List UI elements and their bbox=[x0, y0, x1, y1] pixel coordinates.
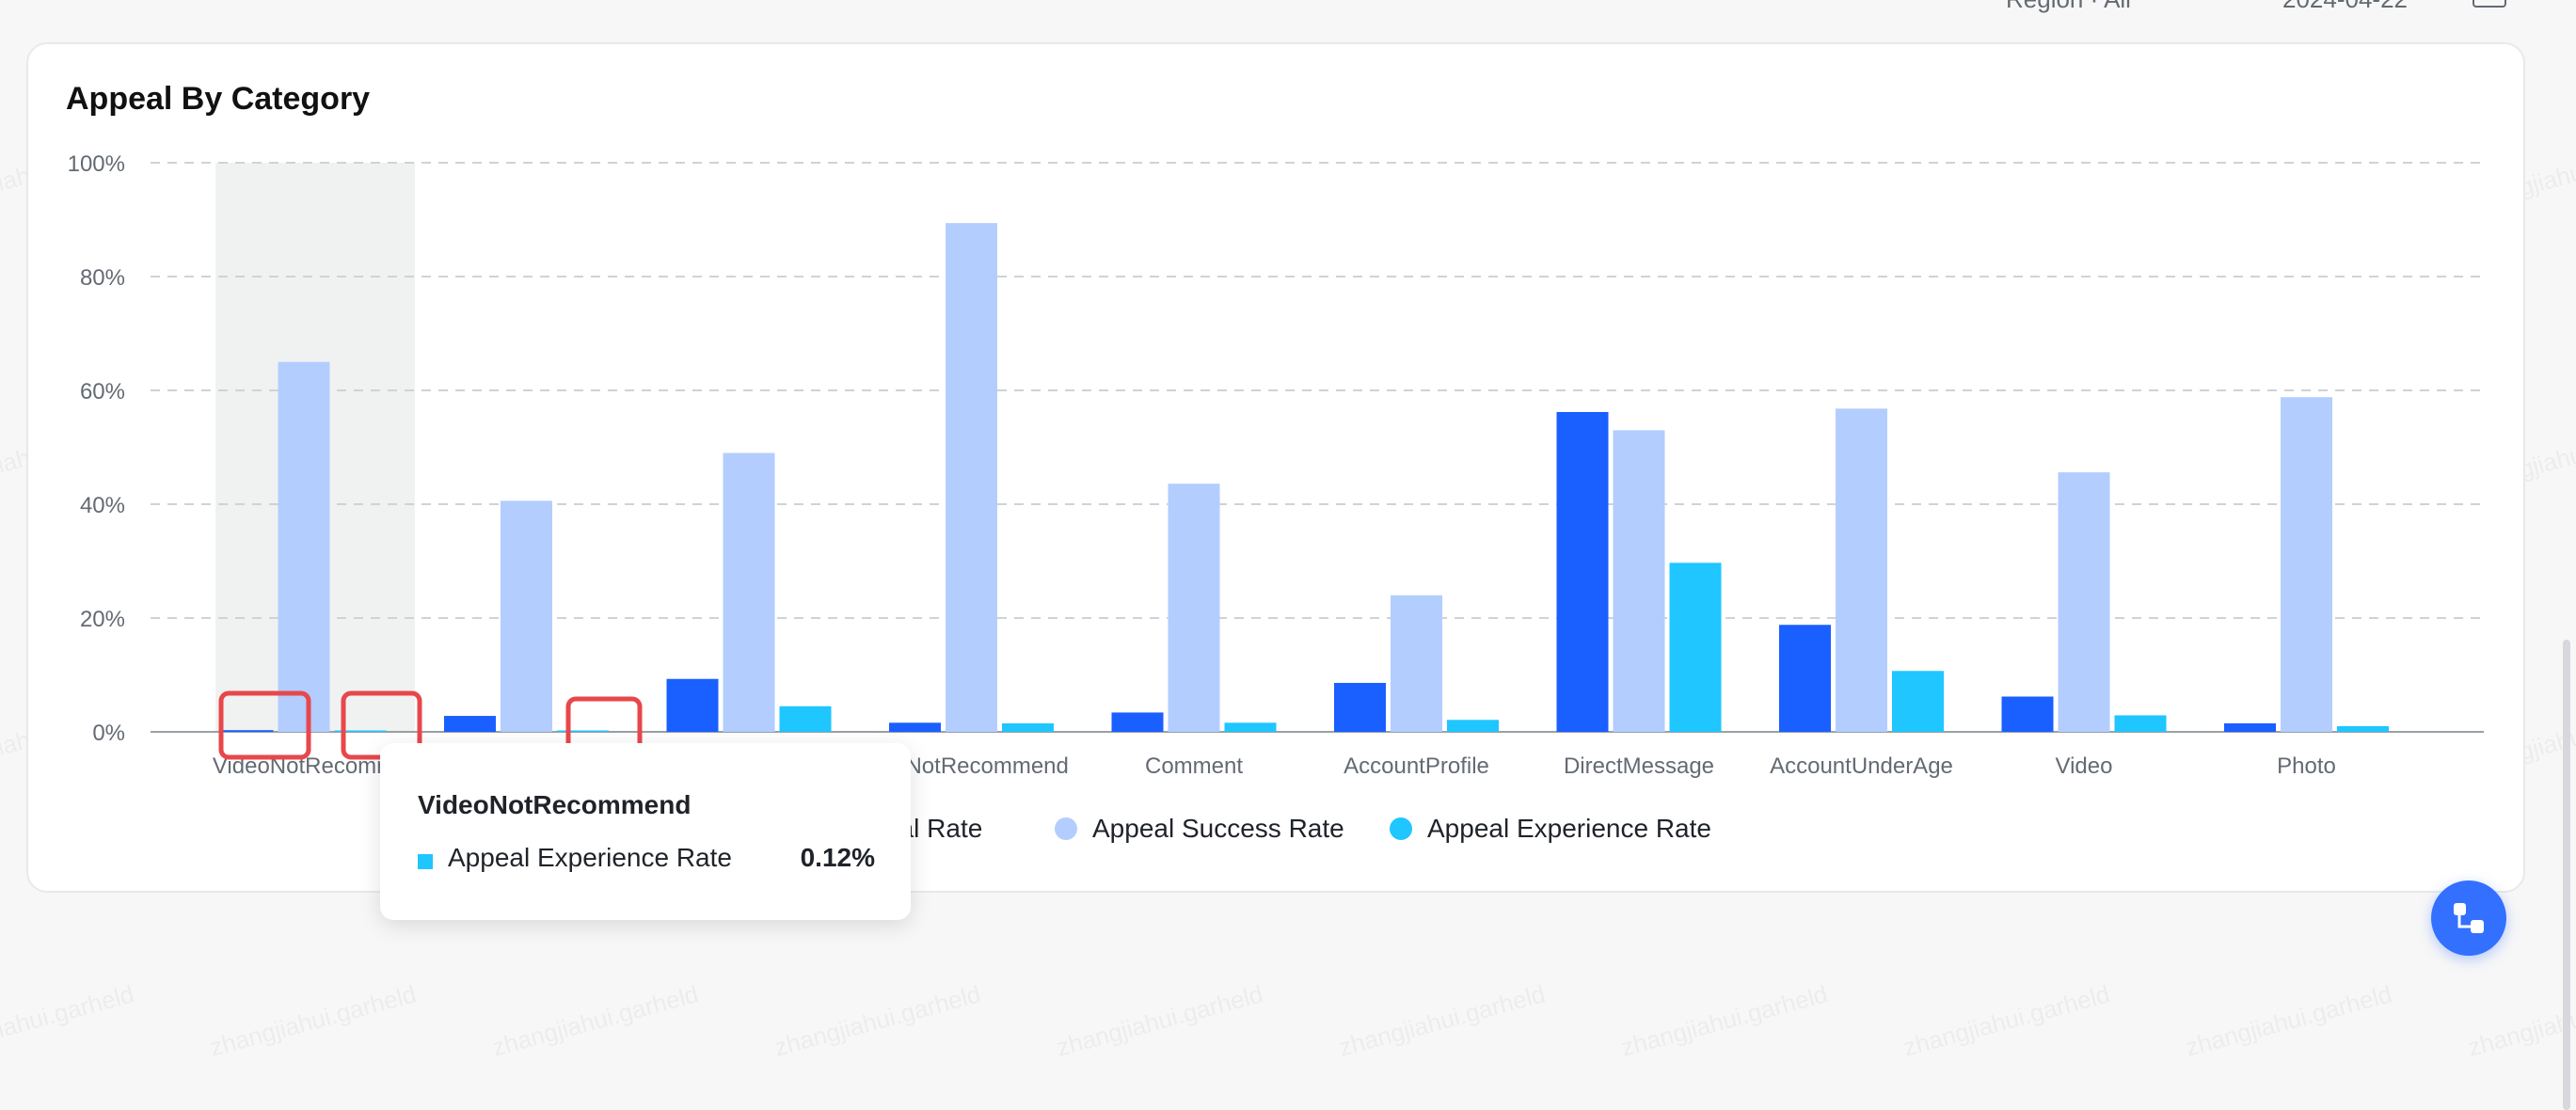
y-tick-label: 20% bbox=[80, 607, 125, 632]
bar-appeal-rate bbox=[889, 722, 941, 732]
bar-appeal-experience-rate bbox=[334, 730, 387, 732]
highlight-box bbox=[218, 690, 311, 760]
chart-tooltip: VideoNotRecommend Appeal Experience Rate… bbox=[380, 743, 911, 920]
bar-appeal-rate bbox=[1779, 625, 1831, 732]
bar-appeal-success-rate bbox=[1613, 430, 1665, 732]
bar-appeal-experience-rate bbox=[1892, 671, 1944, 732]
x-tick-label: Comment bbox=[1145, 753, 1243, 779]
bar-appeal-rate bbox=[1556, 411, 1609, 732]
bar-appeal-success-rate bbox=[278, 361, 330, 732]
tooltip-value: 0.12% bbox=[800, 843, 875, 872]
bar-appeal-experience-rate bbox=[557, 730, 609, 732]
top-filter-bar: Region · All 2024-04-22 bbox=[0, 0, 2576, 28]
legend-marker bbox=[1055, 817, 1077, 840]
watermark-text: zhangjiahui.garheld bbox=[2465, 979, 2576, 1062]
watermark-text: zhangjiahui.garheld bbox=[489, 979, 702, 1062]
bar-appeal-experience-rate bbox=[2114, 715, 2167, 732]
chart-title: Appeal By Category bbox=[66, 81, 371, 117]
bar-appeal-experience-rate bbox=[779, 706, 832, 732]
x-tick-label: Video bbox=[2056, 753, 2113, 779]
bar-appeal-success-rate bbox=[2058, 472, 2110, 732]
x-tick-label: AccountProfile bbox=[1344, 753, 1489, 779]
org-chart-icon bbox=[2454, 903, 2484, 933]
bar-appeal-experience-rate bbox=[2337, 725, 2389, 732]
page-scrollbar[interactable] bbox=[2563, 640, 2570, 1110]
x-tick-label: AccountUnderAge bbox=[1770, 753, 1953, 779]
y-tick-label: 60% bbox=[80, 379, 125, 404]
bar-appeal-success-rate bbox=[946, 223, 997, 732]
legend-label: Appeal Success Rate bbox=[1092, 814, 1344, 843]
bar-appeal-rate bbox=[2001, 696, 2054, 732]
tooltip-series-swatch bbox=[418, 854, 433, 869]
bar-appeal-experience-rate bbox=[1669, 563, 1722, 732]
legend-label: Appeal Experience Rate bbox=[1427, 814, 1711, 843]
watermark-text: zhangjiahui.garheld bbox=[0, 979, 137, 1062]
appeal-bar-chart: 0%20%40%60%80%100%VideoNotRecomm otoNotRe… bbox=[68, 151, 2484, 843]
x-tick-label: Photo bbox=[2277, 753, 2336, 779]
watermark-text: zhangjiahui.garheld bbox=[1336, 979, 1549, 1062]
bar-appeal-rate bbox=[666, 678, 719, 732]
bar-appeal-rate bbox=[1111, 712, 1164, 732]
watermark-text: zhangjiahui.garheld bbox=[2183, 979, 2395, 1062]
tooltip-series-name: Appeal Experience Rate bbox=[448, 843, 732, 872]
bar-appeal-experience-rate bbox=[1002, 722, 1054, 732]
y-tick-label: 0% bbox=[92, 721, 125, 746]
watermark-text: zhangjiahui.garheld bbox=[1900, 979, 2113, 1062]
y-tick-label: 40% bbox=[80, 493, 125, 518]
bar-appeal-rate bbox=[2224, 722, 2276, 732]
x-tick-label: DirectMessage bbox=[1564, 753, 1714, 779]
bar-appeal-experience-rate bbox=[1447, 720, 1499, 732]
y-tick-label: 100% bbox=[68, 151, 125, 177]
legend-marker bbox=[1390, 817, 1412, 840]
org-chart-button[interactable] bbox=[2431, 880, 2506, 956]
y-tick-label: 80% bbox=[80, 265, 125, 291]
bar-appeal-rate bbox=[444, 716, 496, 732]
bar-appeal-rate bbox=[221, 730, 274, 732]
region-filter[interactable]: Region · All bbox=[2006, 0, 2131, 14]
watermark-text: zhangjiahui.garheld bbox=[771, 979, 984, 1062]
bar-appeal-experience-rate bbox=[1224, 722, 1277, 732]
calendar-icon[interactable] bbox=[2473, 0, 2506, 8]
tooltip-title: VideoNotRecommend bbox=[418, 790, 692, 819]
date-picker[interactable]: 2024-04-22 bbox=[2282, 0, 2408, 14]
bar-appeal-success-rate bbox=[1836, 408, 1887, 732]
watermark-text: zhangjiahui.garheld bbox=[1054, 979, 1266, 1062]
bar-appeal-success-rate bbox=[2281, 397, 2332, 732]
bar-appeal-rate bbox=[1334, 682, 1386, 732]
bar-appeal-success-rate bbox=[723, 452, 775, 732]
watermark-text: zhangjiahui.garheld bbox=[207, 979, 420, 1062]
bar-appeal-success-rate bbox=[501, 500, 552, 732]
watermark-text: zhangjiahui.garheld bbox=[1618, 979, 1831, 1062]
bar-appeal-success-rate bbox=[1168, 484, 1220, 732]
bar-appeal-success-rate bbox=[1391, 595, 1442, 732]
